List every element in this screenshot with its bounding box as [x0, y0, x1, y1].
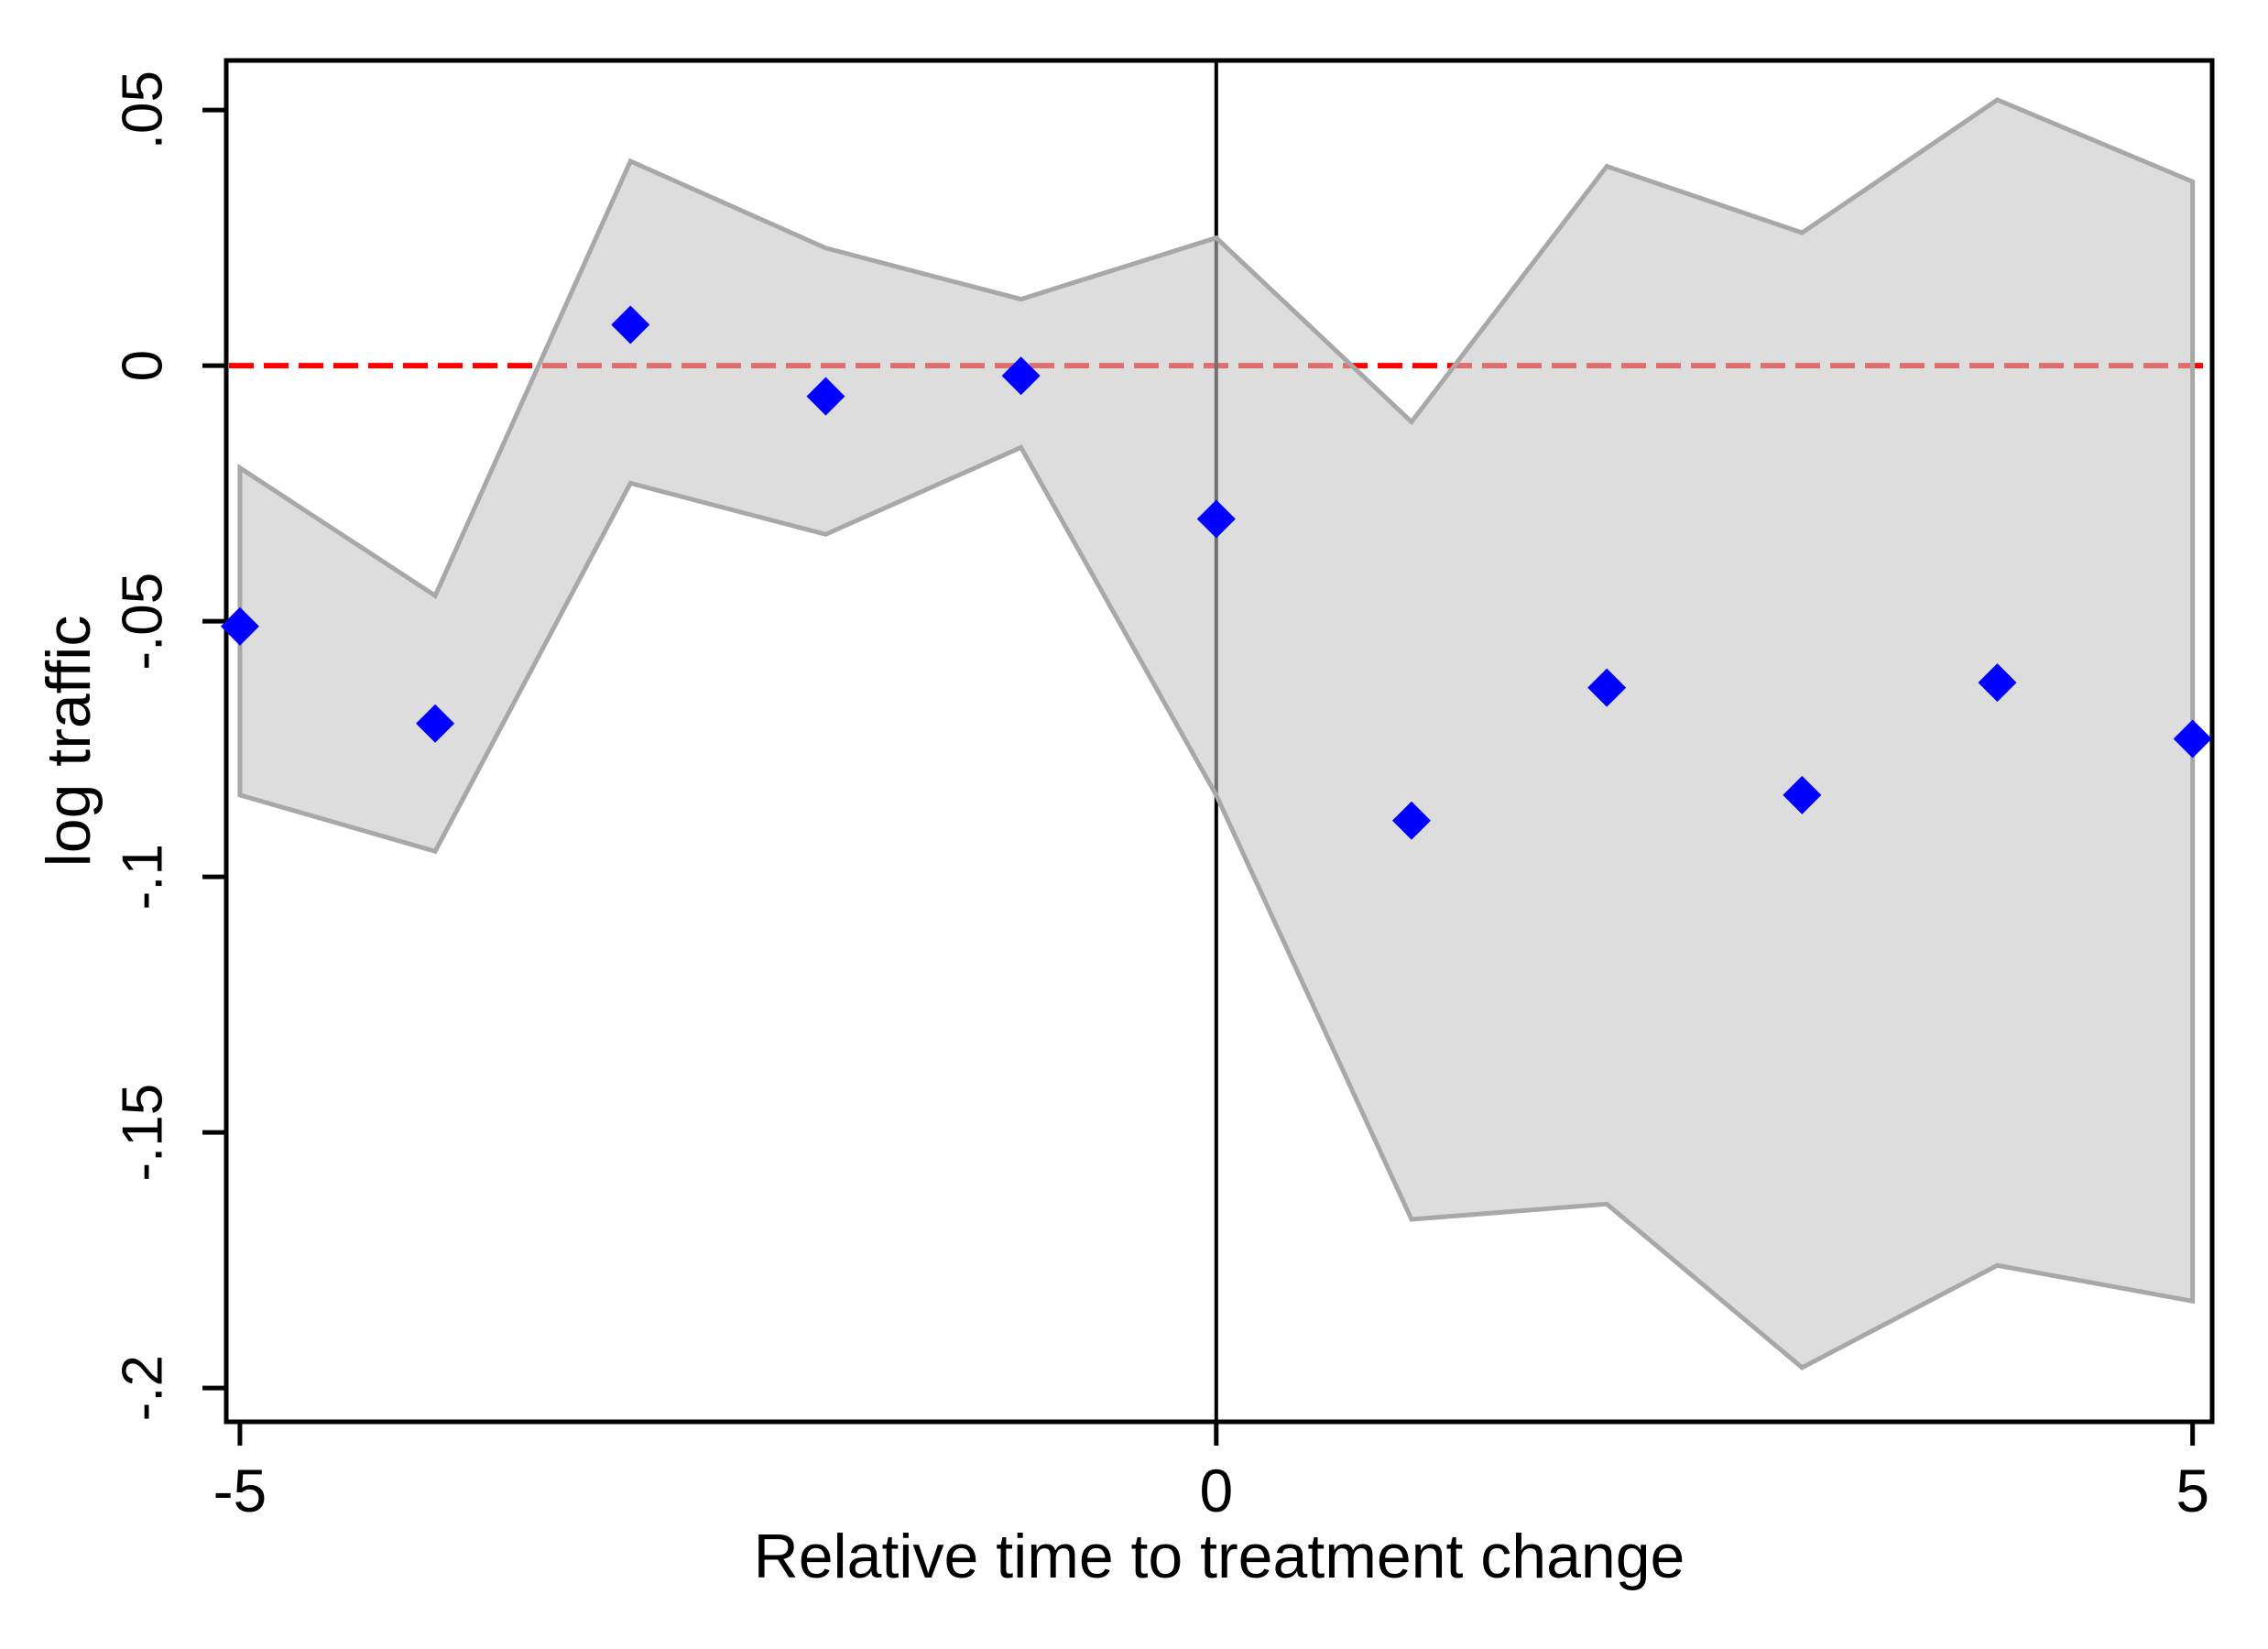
point-estimate-marker — [1196, 499, 1236, 539]
y-tick-label: .05 — [111, 71, 174, 149]
point-estimate-marker — [1001, 356, 1041, 396]
confidence-band — [237, 97, 2196, 1371]
point-estimate-marker — [416, 704, 455, 743]
point-estimate-marker — [2173, 719, 2212, 759]
point-estimate-marker — [611, 305, 650, 344]
point-estimate-marker — [1587, 668, 1627, 707]
plot-frame — [224, 58, 2215, 1425]
y-tick-label: -.15 — [111, 1084, 174, 1182]
x-tick-label: -5 — [213, 1457, 267, 1524]
x-tick-label: 0 — [1199, 1457, 1233, 1524]
y-axis-title: log traffic — [34, 616, 104, 868]
x-tick-label: 5 — [2175, 1457, 2209, 1524]
point-estimate-marker — [1783, 775, 1822, 814]
y-tick-label: -.1 — [111, 844, 174, 910]
point-estimate-marker — [220, 606, 259, 646]
x-axis-title: Relative time to treatment change — [754, 1522, 1685, 1591]
y-tick-label: -.05 — [111, 573, 174, 671]
y-tick-label: -.2 — [111, 1355, 174, 1421]
y-tick-label: 0 — [111, 350, 174, 381]
point-estimate-marker — [1391, 801, 1431, 840]
point-estimate-marker — [1978, 663, 2017, 703]
point-estimate-marker — [806, 377, 845, 416]
